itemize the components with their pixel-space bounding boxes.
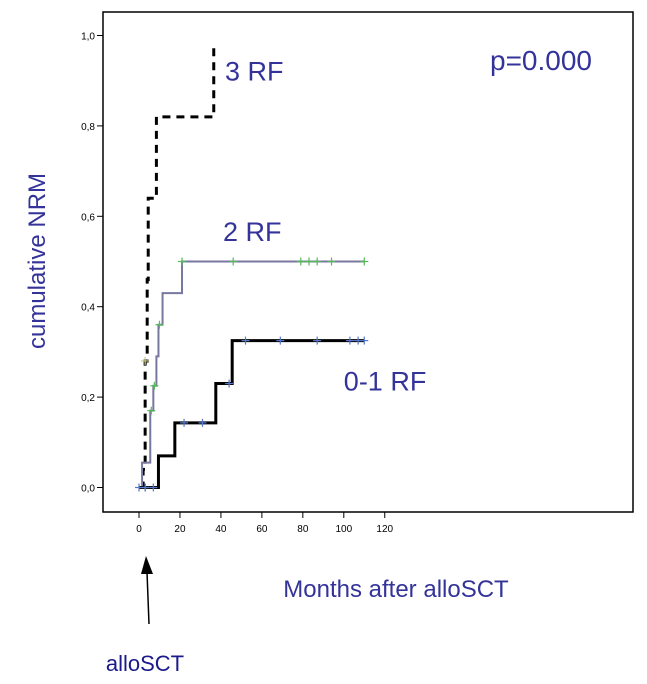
x-tick-label: 0 — [136, 524, 142, 535]
x-tick-label: 20 — [174, 524, 186, 535]
y-tick-label: 0,8 — [81, 122, 95, 133]
series-labels: 3 RF 2 RF 0-1 RF — [223, 57, 426, 397]
y-tick-label: 0,0 — [81, 484, 95, 495]
series-label: 3 RF — [225, 57, 284, 87]
y-axis-label: cumulative NRM — [24, 173, 51, 349]
x-axis: 0 20 40 60 80 100 120 — [136, 512, 394, 535]
p-value: p=0.000 — [490, 45, 592, 76]
series-lines — [139, 44, 365, 489]
y-tick-label: 0,4 — [81, 303, 95, 314]
x-tick-label: 120 — [376, 524, 393, 535]
plot-frame — [102, 11, 634, 513]
y-tick-label: 0,6 — [81, 212, 95, 223]
x-tick-label: 80 — [297, 524, 309, 535]
annotation-label: alloSCT — [106, 651, 184, 676]
x-tick-label: 40 — [215, 524, 227, 535]
y-tick-label: 0,2 — [81, 393, 95, 404]
y-tick-label: 1,0 — [81, 32, 95, 43]
y-axis: 0,0 0,2 0,4 0,6 0,8 1,0 — [81, 32, 103, 495]
x-axis-label: Months after alloSCT — [283, 576, 509, 603]
annotation-arrow — [146, 571, 150, 625]
censor-marks — [135, 257, 369, 492]
annotation-arrowhead — [141, 556, 153, 574]
series-line-2-rf — [141, 260, 365, 489]
series-line-3-rf — [141, 44, 216, 489]
x-tick-label: 60 — [256, 524, 268, 535]
x-tick-label: 100 — [335, 524, 352, 535]
series-label: 2 RF — [223, 217, 282, 247]
series-label: 0-1 RF — [344, 366, 427, 396]
series-line-0-1-rf — [139, 339, 365, 489]
